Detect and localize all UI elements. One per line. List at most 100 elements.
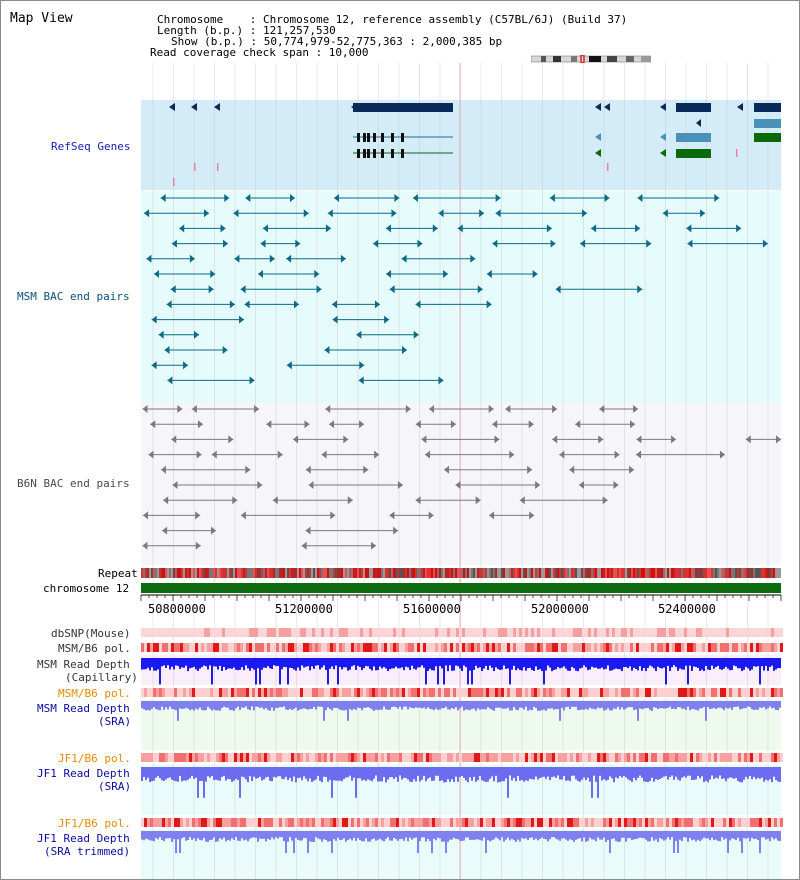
heat-cell (324, 753, 327, 762)
repeat-seg (671, 568, 673, 578)
depth-bar (741, 658, 743, 672)
repeat-seg (275, 568, 277, 578)
heat-cell (234, 688, 237, 697)
depth-bar (443, 658, 445, 685)
heat-cell (195, 753, 198, 762)
depth-bar (747, 767, 749, 779)
depth-bar (385, 658, 387, 669)
repeat-seg (363, 568, 365, 578)
b6n-bac-end (614, 450, 620, 459)
heat-cell (624, 818, 627, 827)
heat-cell (519, 688, 522, 697)
depth-bar (355, 658, 357, 670)
depth-bar (329, 701, 331, 709)
depth-bar (211, 767, 213, 776)
depth-bar (555, 701, 557, 709)
repeat-seg (411, 568, 413, 578)
heat-cell (153, 753, 156, 762)
heat-cell (600, 753, 603, 762)
depth-bar (215, 701, 217, 711)
depth-bar (375, 701, 377, 710)
heat-cell (441, 818, 444, 827)
chromosome-ideogram[interactable] (531, 55, 651, 63)
heat-cell (756, 628, 759, 637)
heat-cell (708, 818, 711, 827)
msm-bac-end (260, 239, 266, 248)
depth-bar (471, 831, 473, 840)
heat-cell (636, 818, 639, 827)
heat-cell (486, 643, 489, 652)
msm-bac-end (580, 239, 586, 248)
depth-bar (729, 767, 731, 778)
heat-cell (330, 688, 333, 697)
depth-bar (513, 767, 515, 778)
depth-bar (343, 701, 345, 711)
repeat-seg (187, 568, 189, 578)
heat-cell (705, 628, 708, 637)
repeat-seg (511, 568, 513, 578)
heat-cell (471, 643, 474, 652)
heat-cell (258, 643, 261, 652)
heat-cell (216, 688, 219, 697)
depth-bar (761, 767, 763, 778)
heat-cell (633, 628, 636, 637)
msm-bac-end (413, 330, 419, 339)
depth-bar (151, 701, 153, 709)
depth-bar (531, 767, 533, 780)
depth-bar (669, 831, 671, 840)
depth-bar (501, 658, 503, 670)
heat-cell (765, 628, 768, 637)
heat-cell (678, 628, 681, 637)
depth-bar (587, 701, 589, 710)
depth-bar (751, 658, 753, 670)
depth-bar (245, 767, 247, 780)
repeat-seg (619, 568, 621, 578)
depth-bar (435, 658, 437, 667)
heat-cell (543, 818, 546, 827)
repeat-seg (167, 568, 169, 578)
depth-bar (179, 767, 181, 776)
depth-bar (507, 767, 509, 798)
heat-cell (162, 628, 165, 637)
msm-bac-end (194, 330, 200, 339)
heat-cell (504, 628, 507, 637)
depth-bar (773, 658, 775, 671)
heat-cell (285, 628, 288, 637)
depth-bar (705, 658, 707, 666)
heat-cell (360, 628, 363, 637)
heat-cell (378, 688, 381, 697)
depth-bar (351, 658, 353, 667)
depth-bar (565, 701, 567, 708)
depth-bar (747, 701, 749, 707)
heat-cell (780, 688, 783, 697)
heat-cell (627, 643, 630, 652)
heat-cell (276, 818, 279, 827)
b6n-bac-end (629, 465, 635, 474)
repeat-seg (547, 568, 549, 578)
heat-cell (450, 818, 453, 827)
heat-cell (462, 753, 465, 762)
depth-bar (717, 767, 719, 779)
heat-cell (300, 753, 303, 762)
repeat-seg (629, 568, 631, 578)
marker (173, 178, 175, 186)
depth-bar (477, 831, 479, 840)
repeat-seg (603, 568, 605, 578)
depth-bar (617, 831, 619, 842)
heat-cell (309, 753, 312, 762)
depth-bar (199, 658, 201, 669)
msm-bac-end (340, 254, 346, 263)
heat-cell (441, 688, 444, 697)
depth-bar (143, 831, 145, 841)
depth-bar (383, 701, 385, 707)
heat-cell (402, 628, 405, 637)
exon (391, 149, 394, 158)
depth-bar (583, 701, 585, 710)
depth-bar (597, 658, 599, 669)
repeat-seg (665, 568, 667, 578)
depth-bar (423, 658, 425, 668)
depth-bar (611, 767, 613, 779)
heat-cell (612, 753, 615, 762)
depth-bar (267, 658, 269, 667)
